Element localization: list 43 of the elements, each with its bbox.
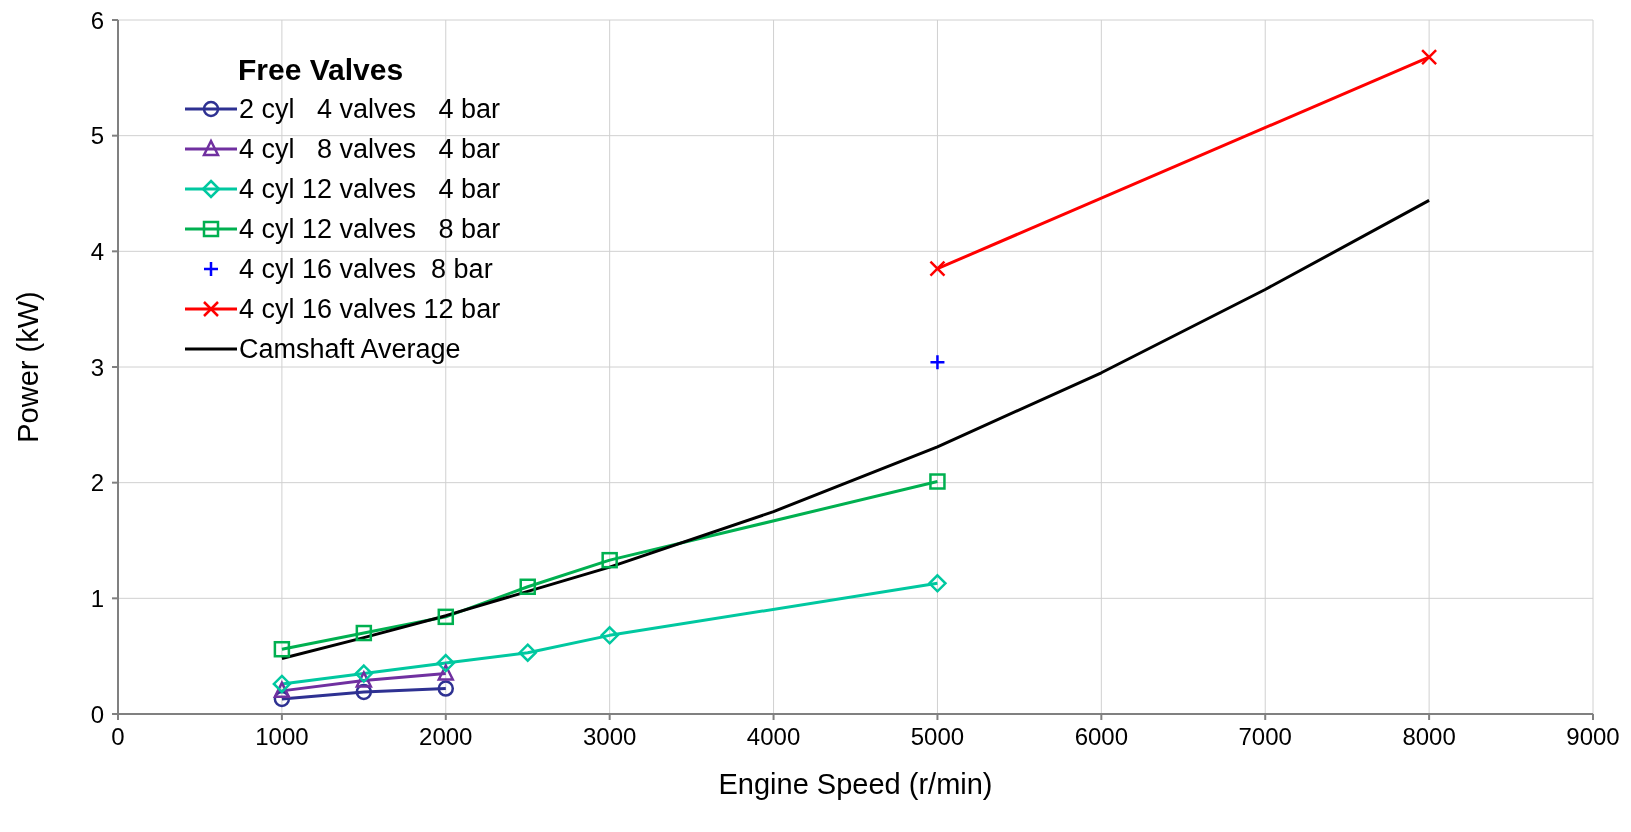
x-tick-label: 3000 <box>582 723 637 751</box>
x-tick-label: 8000 <box>1402 723 1456 751</box>
y-tick-label: 1 <box>90 584 104 612</box>
x-tick-label: 2000 <box>419 723 473 751</box>
point <box>273 640 291 658</box>
point <box>436 653 456 673</box>
point <box>519 578 536 596</box>
legend-label: 4 cyl 16 valves 8 bar <box>239 253 493 285</box>
legend-label: 4 cyl 16 valves 12 bar <box>239 293 501 325</box>
x-axis-title: Engine Speed (r/min) <box>718 768 993 800</box>
point <box>518 643 537 662</box>
y-tick-label: 4 <box>90 237 104 265</box>
legend-label: 4 cyl 8 valves 4 bar <box>239 133 501 165</box>
y-tick-label: 6 <box>90 6 104 34</box>
x-tick-label: 7000 <box>1238 723 1292 751</box>
point <box>437 608 455 626</box>
point <box>355 624 373 642</box>
x-tick-label: 9000 <box>1566 723 1620 751</box>
y-tick-label: 3 <box>90 353 104 381</box>
legend-label: 4 cyl 12 valves 8 bar <box>239 213 501 245</box>
x-tick-label: 0 <box>111 723 125 751</box>
point <box>601 551 618 569</box>
x-tick-label: 4000 <box>746 723 801 751</box>
x-tick-label: 5000 <box>910 723 965 751</box>
legend-label: 4 cyl 12 valves 4 bar <box>239 173 501 205</box>
x-tick-label: 1000 <box>255 723 309 751</box>
y-axis-title: Power (kW) <box>12 291 45 443</box>
point <box>928 574 947 593</box>
legend-label: Camshaft Average <box>239 333 461 365</box>
point <box>929 354 946 371</box>
point <box>600 626 619 645</box>
y-tick-label: 5 <box>90 122 104 150</box>
x-tick-label: 6000 <box>1074 723 1129 751</box>
y-tick-label: 0 <box>90 700 104 728</box>
point <box>1420 48 1438 66</box>
point <box>272 674 292 694</box>
point <box>929 473 946 490</box>
point <box>354 664 374 683</box>
point <box>437 680 455 697</box>
y-tick-label: 2 <box>90 469 104 497</box>
legend-title: Free Valves <box>238 53 405 87</box>
legend-label: 2 cyl 4 valves 4 bar <box>239 93 501 125</box>
point <box>929 260 946 277</box>
